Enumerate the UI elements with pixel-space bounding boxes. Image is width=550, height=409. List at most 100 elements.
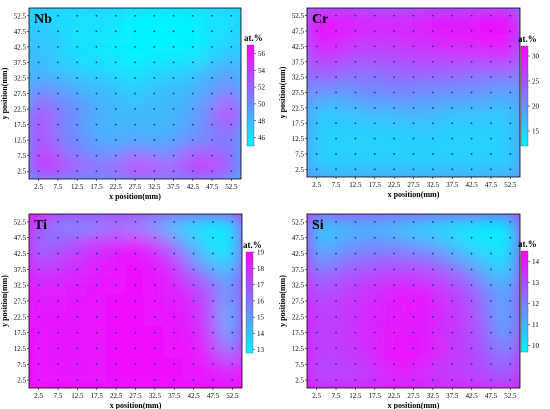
sample-point (153, 268, 156, 271)
x-tick-label: 2.5 (312, 181, 321, 189)
sample-point (315, 91, 318, 94)
sample-point (230, 154, 233, 157)
sample-point (431, 14, 434, 17)
y-tick-label: 37.5 (14, 59, 27, 67)
sample-point (172, 123, 175, 126)
x-tick-label: 27.5 (129, 392, 142, 400)
sample-point (192, 221, 195, 223)
sample-point (211, 77, 213, 79)
sample-point (470, 315, 473, 318)
sample-point (431, 284, 434, 287)
x-tick-label: 7.5 (54, 183, 63, 191)
sample-point (37, 284, 40, 287)
y-tick-label: 22.5 (292, 313, 305, 321)
y-tick-label: 17.5 (292, 329, 305, 337)
sample-point (95, 331, 98, 334)
sample-point (490, 14, 492, 17)
x-tick-label: 42.5 (465, 181, 478, 189)
sample-point (412, 284, 415, 287)
sample-point (393, 30, 396, 32)
sample-point (212, 363, 214, 366)
sample-point (354, 300, 357, 302)
sample-point (451, 379, 454, 381)
sample-point (95, 300, 98, 302)
sample-point (373, 106, 376, 109)
colorbar-tick-label: 13 (532, 279, 540, 287)
colorbar-tick-label: 15 (257, 314, 265, 322)
sample-point (470, 14, 473, 17)
sample-point (431, 153, 434, 155)
sample-point (451, 45, 454, 48)
sample-point (470, 60, 473, 63)
sample-point (490, 252, 492, 255)
sample-point (153, 30, 156, 33)
sample-point (451, 14, 454, 17)
sample-point (451, 30, 454, 32)
y-tick-label: 2.5 (295, 166, 304, 174)
sample-point (470, 168, 473, 171)
sample-point (412, 60, 415, 63)
y-tick-label: 12.5 (292, 345, 305, 353)
y-tick-label: 17.5 (14, 121, 27, 129)
sample-point (95, 139, 98, 142)
sample-point (335, 252, 337, 255)
sample-point (153, 347, 156, 350)
sample-point (451, 363, 454, 366)
sample-point (470, 379, 473, 381)
sample-point (115, 363, 118, 366)
sample-point (431, 221, 434, 223)
sample-point (393, 91, 396, 94)
x-axis-label: x position(mm) (110, 401, 162, 409)
sample-point (373, 331, 376, 334)
sample-point (470, 76, 473, 79)
y-axis-label: y position(mm) (0, 67, 9, 119)
sample-point (95, 221, 98, 223)
x-tick-label: 17.5 (90, 183, 103, 191)
x-tick-label: 12.5 (71, 183, 84, 191)
sample-point (335, 347, 337, 350)
sample-point (451, 60, 454, 63)
sample-point (95, 92, 98, 95)
sample-point (230, 92, 233, 95)
sample-point (134, 379, 137, 381)
colorbar-tick-label: 15 (532, 128, 540, 136)
colorbar-tick-label: 19 (257, 249, 265, 257)
sample-point (37, 170, 40, 173)
sample-point (172, 61, 175, 64)
sample-point (115, 315, 118, 318)
sample-point (393, 221, 396, 223)
y-tick-label: 37.5 (292, 58, 305, 66)
sample-point (315, 221, 318, 223)
sample-point (76, 315, 79, 318)
sample-point (315, 300, 318, 302)
sample-point (315, 45, 318, 48)
y-tick-label: 12.5 (14, 137, 27, 145)
sample-point (115, 221, 118, 223)
sample-point (490, 137, 492, 140)
panel-cr: Cr 2.5 7.5 12.5 17.5 22.5 27.5 32.5 37.5 42.5 47.5… (278, 7, 540, 199)
sample-point (490, 284, 492, 287)
sample-point (231, 315, 234, 318)
sample-point (211, 139, 213, 142)
sample-point (354, 76, 357, 79)
sample-point (172, 14, 175, 17)
x-tick-label: 7.5 (332, 181, 341, 189)
x-tick-label: 47.5 (207, 392, 220, 400)
sample-point (153, 14, 156, 17)
sample-point (509, 221, 512, 223)
sample-point (37, 300, 40, 302)
x-tick-label: 47.5 (485, 392, 498, 400)
sample-point (134, 154, 136, 157)
sample-point (134, 268, 137, 271)
element-label: Nb (34, 12, 52, 27)
sample-point (431, 76, 434, 79)
sample-point (231, 221, 234, 223)
sample-point (173, 363, 176, 366)
sample-point (431, 106, 434, 109)
x-tick-label: 42.5 (187, 183, 200, 191)
sample-point (335, 60, 337, 63)
sample-point (191, 123, 194, 126)
sample-point (211, 92, 213, 95)
sample-point (95, 123, 98, 126)
sample-point (373, 300, 376, 302)
